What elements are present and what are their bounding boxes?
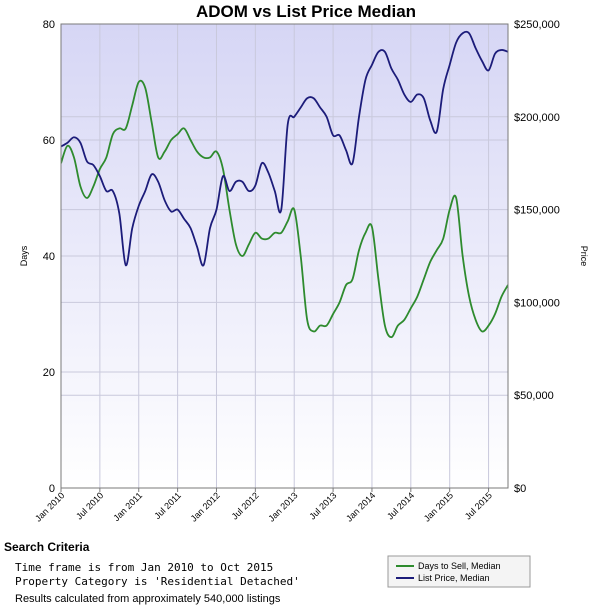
left-tick-label: 40	[43, 251, 55, 263]
right-tick-label: $100,000	[514, 297, 560, 309]
right-axis-ticks: $0 $50,000 $100,000 $150,000 $200,000 $250,00…	[514, 19, 560, 495]
right-tick-label: $50,000	[514, 390, 554, 402]
criteria-timeframe: Time frame is from Jan 2010 to Oct 2015	[15, 561, 274, 574]
x-tick-label: Jan 2013	[266, 490, 299, 523]
search-criteria-heading: Search Criteria	[4, 540, 90, 554]
legend-price-label: List Price, Median	[418, 573, 490, 583]
x-tick-label: Jul 2011	[152, 490, 183, 521]
gridlines	[61, 24, 508, 488]
x-tick-label: Jan 2015	[422, 490, 455, 523]
x-tick-label: Jul 2012	[230, 490, 261, 521]
legend: Days to Sell, Median List Price, Median	[387, 555, 531, 588]
series-line-list-price	[61, 30, 508, 267]
legend-box	[387, 555, 531, 588]
search-criteria: Search Criteria Time frame is from Jan 2…	[4, 540, 384, 605]
left-axis-label: Days	[19, 245, 29, 266]
criteria-results-count: Results calculated from approximately 54…	[15, 593, 281, 605]
right-axis-label: Price	[579, 246, 589, 267]
x-tick-label: Jan 2014	[344, 490, 377, 523]
left-tick-label: 20	[43, 367, 55, 379]
x-tick-label: Jan 2012	[189, 490, 222, 523]
plot-border	[60, 23, 509, 489]
x-tick-label: Jul 2010	[74, 490, 105, 521]
criteria-property-category: Property Category is 'Residential Detach…	[15, 575, 300, 588]
x-tick-label: Jul 2013	[307, 490, 338, 521]
right-tick-label: $150,000	[514, 205, 560, 217]
right-tick-label: $200,000	[514, 112, 560, 124]
left-axis-ticks: 0 20 40 60 80	[43, 19, 55, 495]
x-axis-ticks: Jan 2010 Jul 2010 Jan 2011 Jul 2011 Jan 2012…	[33, 488, 494, 524]
right-tick-label: $0	[514, 483, 526, 495]
left-tick-label: 80	[43, 19, 55, 31]
x-tick-label: Jul 2015	[463, 490, 494, 521]
legend-days-label: Days to Sell, Median	[418, 561, 501, 571]
right-tick-label: $250,000	[514, 19, 560, 31]
left-tick-label: 60	[43, 135, 55, 147]
chart-title: ADOM vs List Price Median	[196, 2, 416, 21]
series-layer	[61, 30, 508, 339]
x-tick-label: Jul 2014	[385, 490, 416, 521]
x-tick-label: Jan 2011	[111, 490, 144, 523]
left-tick-label: 0	[49, 483, 55, 495]
series-line-days-to-sell	[61, 79, 508, 339]
x-tick-label: Jan 2010	[33, 490, 66, 523]
